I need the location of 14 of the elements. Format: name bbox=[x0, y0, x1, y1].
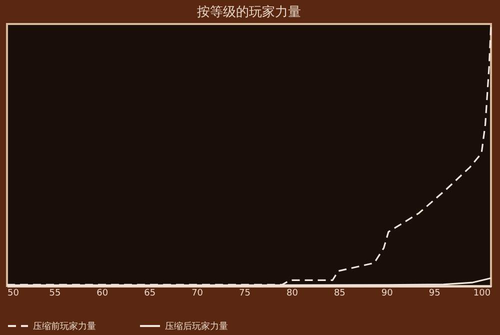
x-tick-label: 60 bbox=[96, 288, 108, 298]
x-tick-label: 100 bbox=[473, 288, 491, 298]
legend-label: 压缩后玩家力量 bbox=[165, 321, 228, 332]
x-tick-label: 95 bbox=[428, 288, 440, 298]
legend-label: 压缩前玩家力量 bbox=[33, 321, 96, 332]
x-tick-label: 65 bbox=[144, 288, 156, 298]
chart-title: 按等级的玩家力量 bbox=[197, 4, 301, 20]
x-tick-label: 90 bbox=[381, 288, 394, 298]
x-tick-label: 80 bbox=[286, 288, 298, 298]
x-tick-label: 75 bbox=[239, 288, 250, 298]
x-tick-label: 85 bbox=[334, 288, 346, 298]
x-tick-label: 50 bbox=[8, 288, 20, 298]
x-tick-label: 55 bbox=[49, 288, 61, 298]
x-tick-label: 70 bbox=[192, 288, 204, 298]
